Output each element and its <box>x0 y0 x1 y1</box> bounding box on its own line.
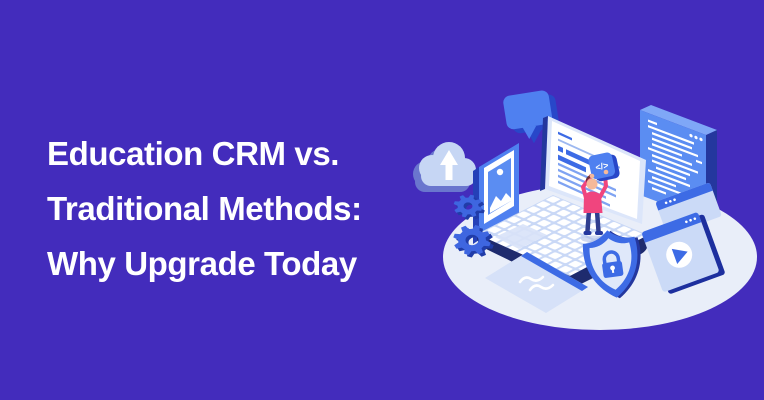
upload-arrow-icon <box>440 150 458 180</box>
braces-card-icon <box>485 252 588 313</box>
cloud-upload-icon <box>413 142 476 192</box>
video-player-window-icon <box>642 212 725 294</box>
title-line-3: Why Upgrade Today <box>47 245 357 282</box>
title-line-1: Education CRM vs. <box>47 135 340 172</box>
play-icon <box>671 248 688 264</box>
code-badge-icon: </> <box>588 152 620 182</box>
page-title: Education CRM vs. Traditional Methods: W… <box>47 126 362 291</box>
shield-lock-icon <box>582 230 641 299</box>
code-badge-label: </> <box>594 160 609 172</box>
title-line-2: Traditional Methods: <box>47 190 362 227</box>
gears-icon <box>453 194 494 258</box>
